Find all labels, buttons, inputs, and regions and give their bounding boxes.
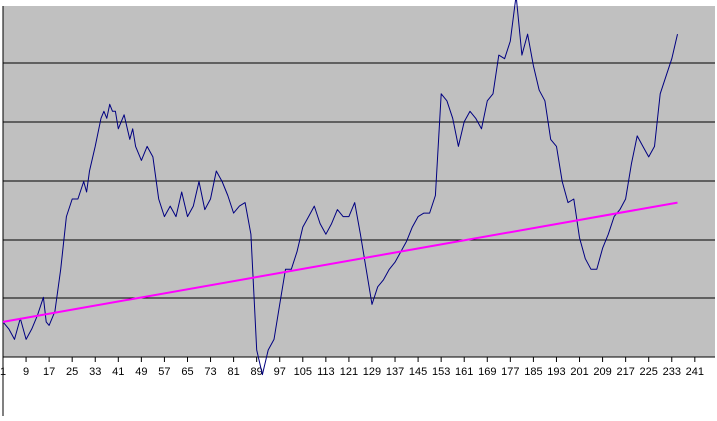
axes (2, 6, 715, 416)
x-tick-label: 185 (524, 366, 542, 378)
x-tick-label: 241 (686, 366, 704, 378)
x-tick-label: 129 (363, 366, 381, 378)
x-tick-label: 65 (181, 366, 193, 378)
series-line-navy (2, 0, 678, 376)
x-tick-label: 73 (204, 366, 216, 378)
x-tick-label: 49 (135, 366, 147, 378)
x-tick-label: 209 (593, 366, 611, 378)
x-tick-label: 169 (478, 366, 496, 378)
x-tick-label: 9 (23, 366, 29, 378)
x-tick-label: 121 (340, 366, 358, 378)
x-tick-label: 33 (89, 366, 101, 378)
x-tick-label: 1 (0, 366, 6, 378)
x-tick-label: 41 (112, 366, 124, 378)
x-tick-label: 57 (158, 366, 170, 378)
x-tick-label: 97 (274, 366, 286, 378)
gridlines (3, 62, 715, 299)
x-tick-label: 105 (294, 366, 312, 378)
x-tick-label: 161 (455, 366, 473, 378)
x-tick-label: 89 (251, 366, 263, 378)
x-tick-label: 145 (409, 366, 427, 378)
x-axis-ticks: 1 9 17 25 33 41 49 57 65 73 81 89 97 105 113 121 129 137 1… (0, 357, 704, 378)
x-tick-label: 81 (227, 366, 239, 378)
x-tick-label: 25 (66, 366, 78, 378)
series-layer (2, 0, 678, 376)
x-tick-label: 153 (432, 366, 450, 378)
x-tick-label: 137 (386, 366, 404, 378)
x-tick-label: 201 (570, 366, 588, 378)
x-tick-label: 225 (640, 366, 658, 378)
x-tick-label: 17 (43, 366, 55, 378)
x-tick-label: 177 (501, 366, 519, 378)
x-tick-label: 113 (317, 366, 335, 378)
series-line-magenta (2, 201, 678, 323)
x-tick-label: 193 (547, 366, 565, 378)
x-tick-label: 217 (616, 366, 634, 378)
x-tick-label: 233 (663, 366, 681, 378)
